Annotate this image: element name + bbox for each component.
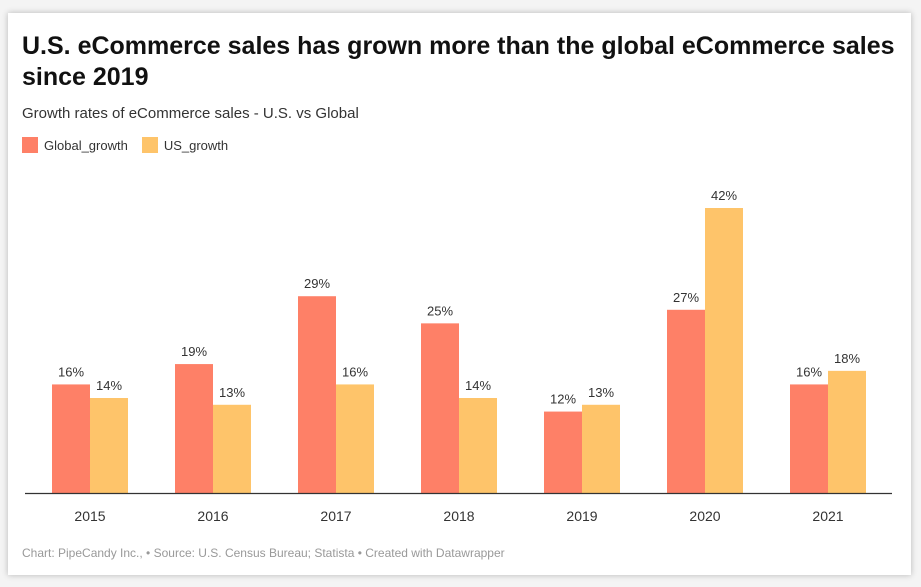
x-tick-label: 2018 <box>443 508 474 524</box>
bar-us-growth-2019 <box>582 404 620 493</box>
bar-us-growth-2020 <box>705 208 743 493</box>
bar-us-growth-2021 <box>828 370 866 493</box>
data-label: 19% <box>181 344 207 359</box>
legend-swatch-us <box>141 137 158 153</box>
legend-label-global: Global_growth <box>44 137 128 153</box>
chart-title: U.S. eCommerce sales has grown more than… <box>22 32 895 91</box>
bar-us-growth-2018 <box>459 398 497 493</box>
bar-us-growth-2015 <box>90 398 128 493</box>
x-tick-label: 2020 <box>689 508 720 524</box>
bar-global-growth-2016 <box>175 364 213 493</box>
bar-global-growth-2017 <box>298 296 336 493</box>
chart-footer: Chart: PipeCandy Inc., • Source: U.S. Ce… <box>22 546 505 560</box>
x-tick-label: 2016 <box>197 508 228 524</box>
data-label: 16% <box>796 364 822 379</box>
data-label: 29% <box>304 276 330 291</box>
bar-global-growth-2021 <box>790 384 828 493</box>
legend-item-global: Global_growth <box>22 137 128 153</box>
data-label: 16% <box>58 364 84 379</box>
data-label: 25% <box>427 303 453 318</box>
legend-label-us: US_growth <box>163 137 229 153</box>
x-tick-label: 2017 <box>320 508 351 524</box>
data-label: 13% <box>588 385 614 400</box>
legend-swatch-global <box>22 137 38 153</box>
data-label: 13% <box>219 385 245 400</box>
x-tick-label: 2021 <box>812 508 843 524</box>
data-label: 12% <box>550 392 576 407</box>
bar-global-growth-2019 <box>544 411 582 493</box>
data-label: 18% <box>834 351 860 366</box>
x-tick-label: 2019 <box>566 508 597 524</box>
bar-us-growth-2017 <box>336 384 374 493</box>
legend: Global_growth US_growth <box>22 137 228 153</box>
x-tick-label: 2015 <box>74 508 105 524</box>
data-label: 14% <box>465 378 491 393</box>
bar-global-growth-2015 <box>52 384 90 493</box>
bar-global-growth-2020 <box>667 309 705 493</box>
bar-global-growth-2018 <box>421 323 459 493</box>
data-label: 27% <box>673 290 699 305</box>
legend-item-us: US_growth <box>141 137 229 153</box>
data-label: 42% <box>711 188 737 203</box>
bar-us-growth-2016 <box>213 404 251 493</box>
data-label: 16% <box>342 364 368 379</box>
chart-subtitle: Growth rates of eCommerce sales - U.S. v… <box>22 105 359 122</box>
data-label: 14% <box>96 378 122 393</box>
